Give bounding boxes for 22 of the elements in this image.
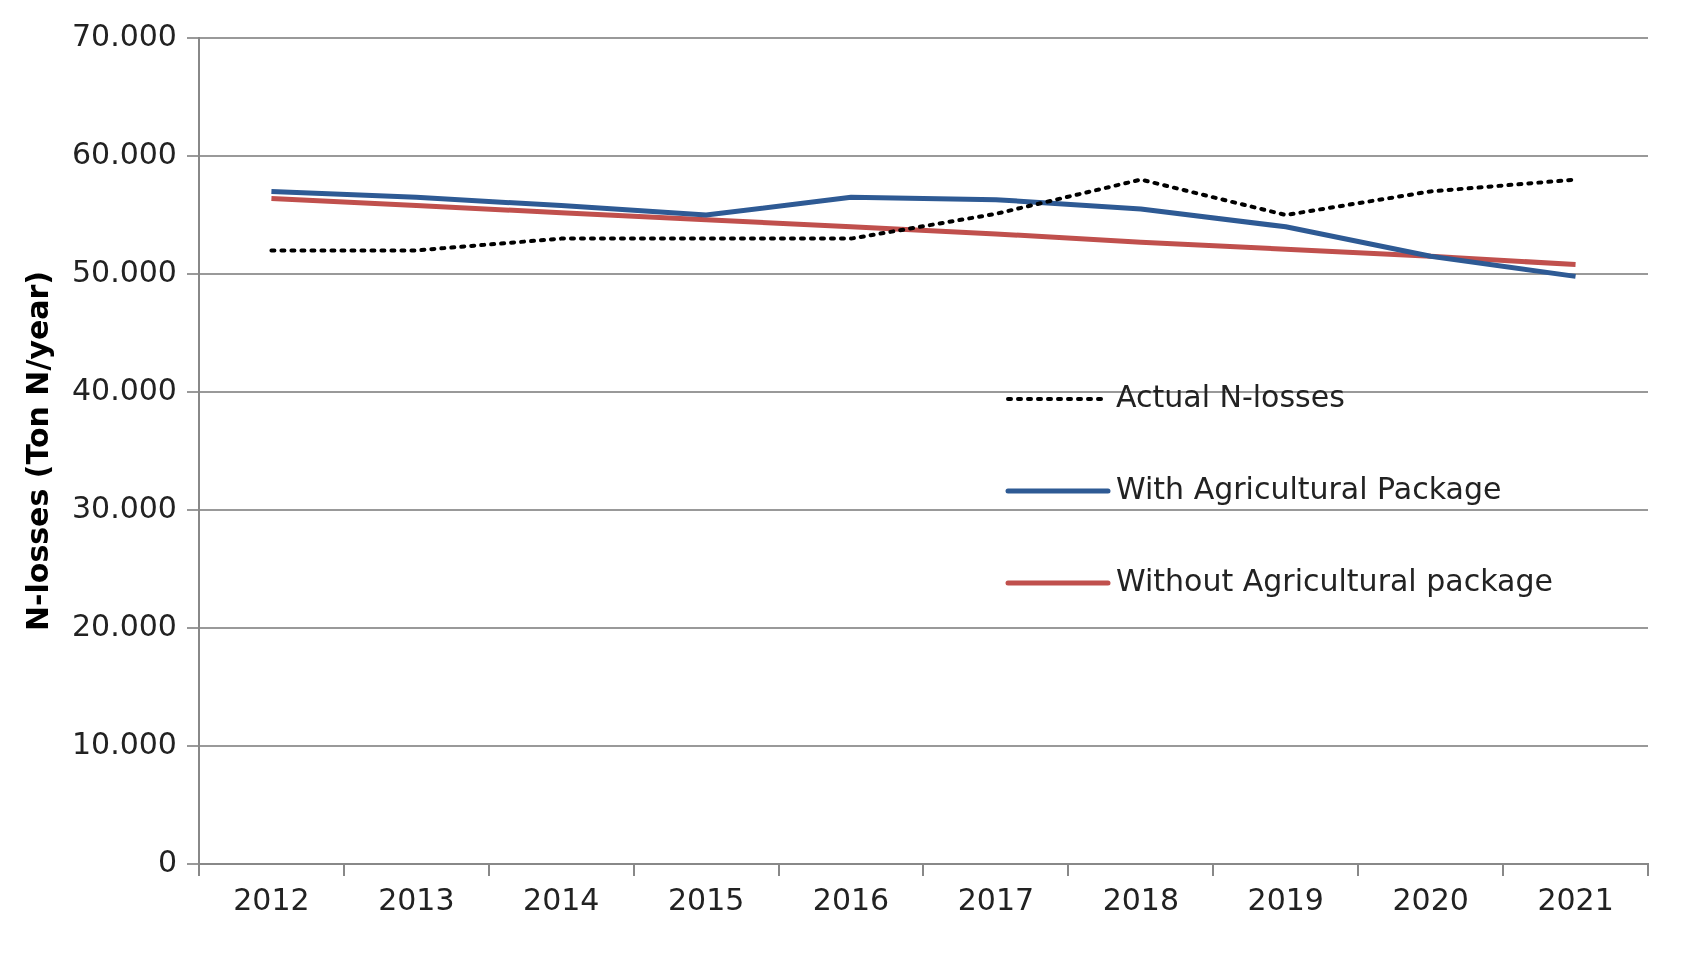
x-tick-label: 2014 — [523, 881, 600, 917]
x-tick-label: 2021 — [1537, 881, 1614, 917]
x-tick-label: 2015 — [667, 881, 745, 917]
y-tick-label: 40.000 — [71, 371, 177, 407]
legend-label: With Agricultural Package — [1116, 470, 1502, 506]
x-tick-label: 2016 — [812, 881, 890, 917]
y-axis-title: N-losses (Ton N/year) — [19, 270, 55, 632]
y-tick-label: 20.000 — [71, 607, 177, 643]
legend-label: Without Agricultural package — [1116, 562, 1553, 598]
x-tick-label: 2013 — [378, 881, 455, 917]
x-tick-label: 2012 — [233, 881, 310, 917]
legend-label: Actual N-losses — [1116, 378, 1345, 414]
y-tick-label: 0 — [157, 843, 177, 879]
y-tick-label: 60.000 — [71, 135, 177, 171]
y-tick-label: 50.000 — [71, 253, 177, 289]
y-tick-label: 30.000 — [71, 489, 177, 525]
x-tick-label: 2018 — [1102, 881, 1180, 917]
x-tick-label: 2020 — [1392, 881, 1469, 917]
x-tick-label: 2019 — [1247, 881, 1324, 917]
x-tick-label: 2017 — [957, 881, 1035, 917]
y-tick-label: 10.000 — [71, 725, 177, 761]
y-tick-label: 70.000 — [71, 17, 177, 53]
